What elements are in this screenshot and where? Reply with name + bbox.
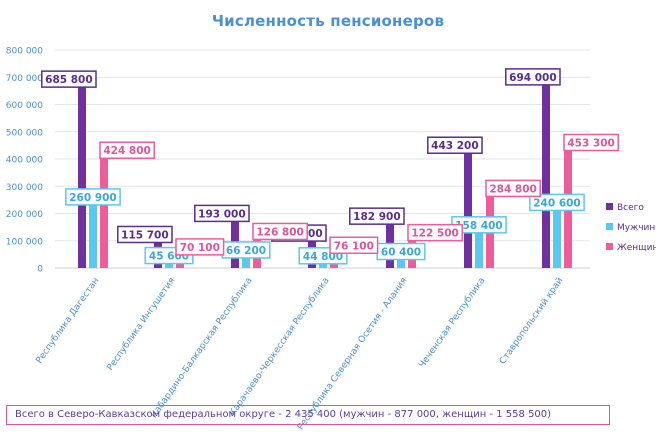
data-label: 122 500	[411, 228, 459, 240]
data-label-box	[252, 222, 308, 241]
legend-swatch	[606, 243, 613, 250]
data-label-box	[194, 204, 250, 223]
y-tick-label: 400 000	[6, 156, 43, 166]
data-label: 685 800	[45, 74, 93, 86]
data-label-box	[65, 188, 121, 206]
data-label-box	[329, 236, 379, 255]
bar-men	[475, 224, 483, 268]
data-label: 60 400	[381, 247, 421, 259]
data-label-box	[99, 141, 155, 159]
data-label: 694 000	[509, 72, 557, 84]
data-label: 158 400	[455, 220, 503, 232]
x-tick-label: Ставропольский край	[498, 276, 566, 367]
y-tick-label: 500 000	[6, 128, 43, 138]
data-label-box	[41, 70, 97, 88]
data-label: 424 800	[103, 145, 151, 157]
data-label: 453 300	[567, 137, 615, 149]
legend-label: Всего	[617, 203, 644, 213]
data-label: 193 000	[198, 208, 246, 220]
data-label: 126 800	[256, 226, 304, 238]
bar-total	[464, 147, 472, 268]
data-label-box	[427, 136, 483, 154]
chart-title: Численность пенсионеров	[211, 12, 445, 30]
data-label-box	[349, 207, 405, 225]
data-label-box	[407, 223, 463, 242]
y-tick-label: 0	[37, 265, 43, 275]
y-tick-label: 600 000	[6, 101, 43, 111]
y-tick-label: 800 000	[6, 47, 43, 57]
data-label-box	[529, 193, 585, 212]
bar-total	[78, 81, 86, 268]
data-label: 70 100	[180, 242, 220, 254]
legend-label: Мужчины	[617, 223, 656, 233]
bar-men	[89, 196, 97, 268]
data-label: 443 200	[431, 140, 479, 152]
data-label: 260 900	[69, 192, 117, 204]
bar-women	[100, 152, 108, 268]
data-label: 182 900	[353, 211, 401, 223]
data-label-box	[485, 179, 541, 198]
summary-note: Всего в Северо-Кавказском федеральном ок…	[6, 405, 610, 425]
y-tick-label: 100 000	[6, 237, 43, 247]
legend-swatch	[606, 223, 613, 230]
y-tick-label: 300 000	[6, 183, 43, 193]
data-label-box	[117, 225, 173, 244]
data-label-box	[505, 68, 561, 86]
data-label: 115 700	[121, 229, 169, 241]
bar-men	[553, 202, 561, 268]
data-label: 66 200	[226, 245, 266, 257]
legend-swatch	[606, 203, 613, 210]
x-tick-label: Республика Дагестан	[34, 276, 101, 366]
data-label: 240 600	[533, 197, 581, 209]
x-tick-label: Республика Ингушетия	[106, 276, 178, 373]
data-label-box	[563, 133, 619, 152]
bar-total	[542, 78, 550, 268]
x-tick-label: Чеченская Республика	[417, 276, 487, 370]
y-tick-label: 700 000	[6, 74, 43, 84]
y-tick-label: 200 000	[6, 210, 43, 220]
bar-men	[242, 249, 250, 268]
legend-label: Женщины	[617, 243, 656, 253]
data-label: 284 800	[489, 183, 537, 195]
data-label-box	[175, 238, 225, 256]
data-label: 76 100	[334, 240, 374, 252]
